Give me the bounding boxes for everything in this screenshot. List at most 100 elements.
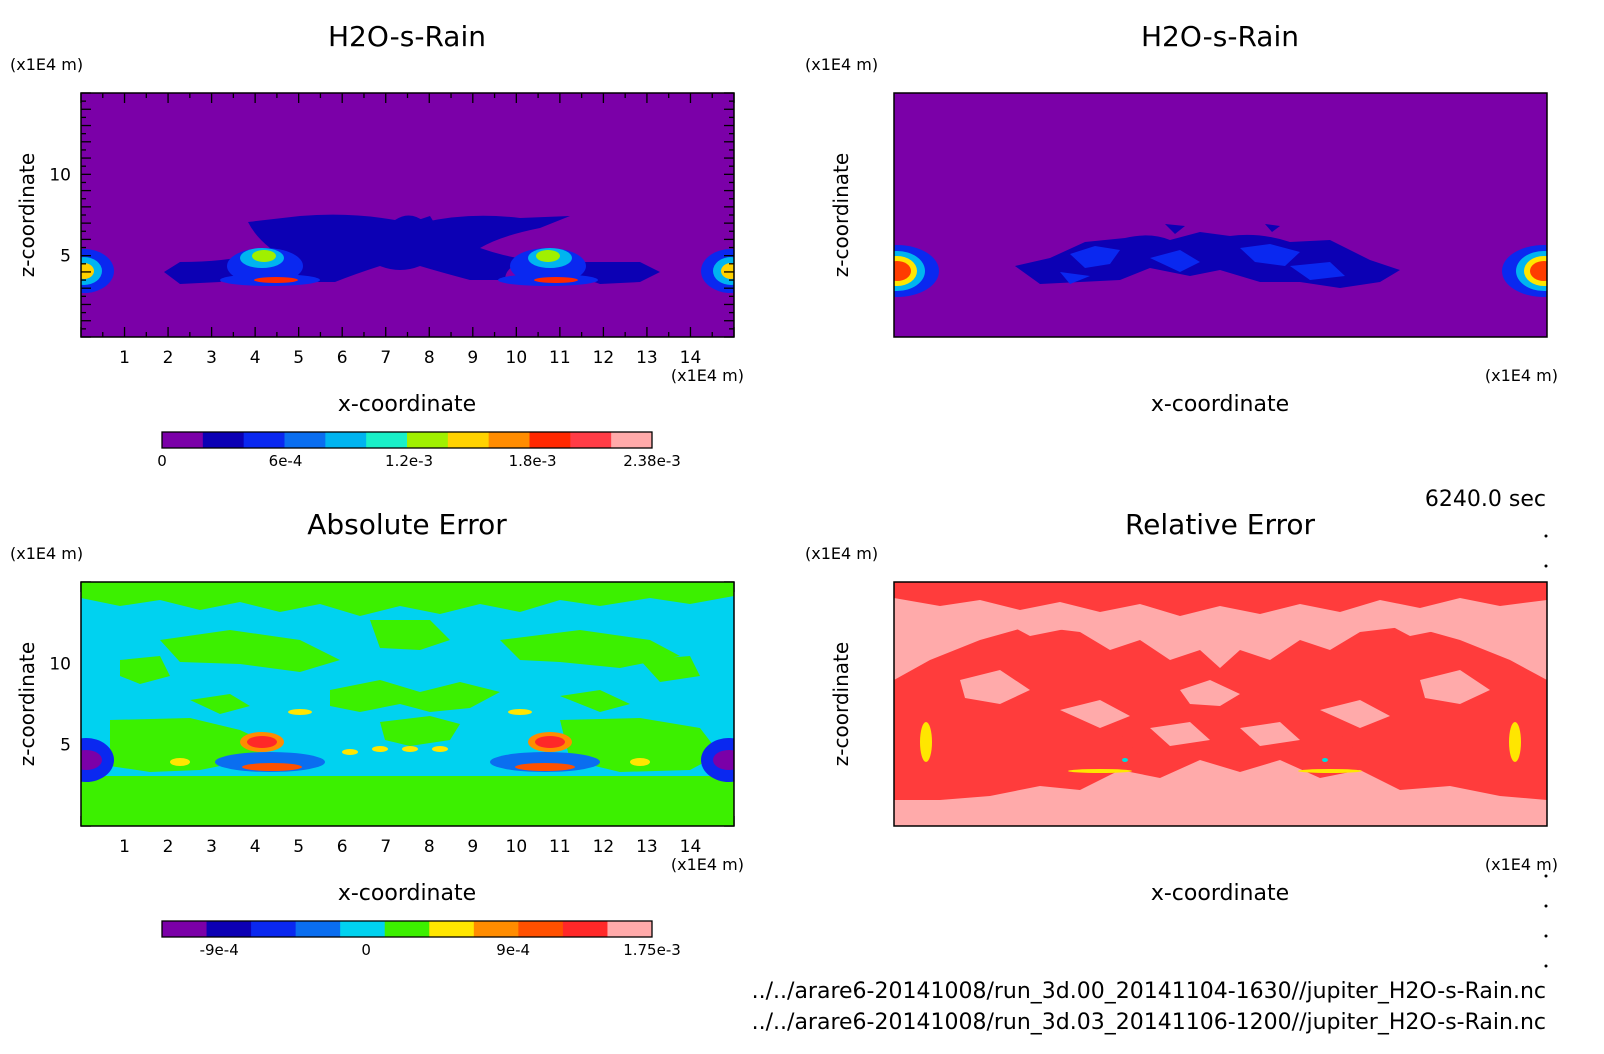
colorbar-label: 6e-4 xyxy=(269,452,303,470)
x-axis-label: x-coordinate xyxy=(1151,881,1289,906)
margin-dots xyxy=(1544,534,1548,968)
x-tick-label: 14 xyxy=(680,837,702,857)
contour-blue-top-streak xyxy=(1165,224,1280,234)
y-tick-label: 10 xyxy=(49,654,71,674)
contour-yellow-dot-7 xyxy=(432,746,448,752)
x-tick-label: 14 xyxy=(680,348,702,368)
colorbar-segment xyxy=(366,432,408,448)
colorbar-segment xyxy=(325,432,367,448)
colorbar-label: 1.8e-3 xyxy=(509,452,557,470)
x-tick-label: 9 xyxy=(467,348,478,368)
x-tick-label: 1 xyxy=(119,348,130,368)
panel-title: Absolute Error xyxy=(307,508,507,541)
y-unit-label: (x1E4 m) xyxy=(10,55,83,74)
contour-yellow-dot-1 xyxy=(288,709,312,715)
contour-red-streaks xyxy=(1080,734,1360,766)
contour-yellow-strip-right xyxy=(1298,769,1362,773)
y-axis-label: z-coordinate xyxy=(15,642,39,766)
contour-purple-edge-right xyxy=(713,750,734,770)
colorbar-label: 1.2e-3 xyxy=(385,452,433,470)
y-tick-label: 10 xyxy=(49,165,71,185)
x-tick-label: 3 xyxy=(206,837,217,857)
contour-yellow-right xyxy=(536,250,560,262)
x-tick-labels: 1 2 3 4 5 6 7 8 9 10 11 12 13 14 xyxy=(119,837,701,857)
colorbar-segment xyxy=(447,432,490,448)
contour-green-mid xyxy=(110,716,720,772)
colorbar-label: 9e-4 xyxy=(496,941,530,959)
x-tick-label: 5 xyxy=(293,837,304,857)
colorbar: 0 6e-4 1.2e-3 1.8e-3 2.38e-3 xyxy=(157,431,681,470)
colorbar-segment xyxy=(611,432,653,448)
panel-title: H2O-s-Rain xyxy=(328,20,486,53)
contour-red-strip-left xyxy=(254,277,298,283)
colorbar-label: -9e-4 xyxy=(200,941,239,959)
colorbar: -9e-4 0 9e-4 1.75e-3 xyxy=(161,920,681,959)
field-background xyxy=(81,93,734,337)
y-axis-label: z-coordinate xyxy=(829,642,853,766)
time-label: 6240.0 sec xyxy=(1425,487,1546,512)
colorbar-segment xyxy=(284,432,326,448)
contour-yellow-dot-4 xyxy=(630,758,650,766)
x-tick-label: 4 xyxy=(250,837,261,857)
contour-red-strip-right xyxy=(534,277,578,283)
contour-blue-upper-streak xyxy=(400,216,440,250)
x-tick-label: 1 xyxy=(119,837,130,857)
x-tick-label: 12 xyxy=(593,348,615,368)
tick-marks xyxy=(80,92,735,338)
heatmap-field xyxy=(81,582,734,826)
x-tick-label: 13 xyxy=(636,837,658,857)
y-tick-label: 5 xyxy=(60,247,71,267)
colorbar-segment xyxy=(384,921,430,937)
contour-edge-left-core xyxy=(81,263,94,279)
y-tick-labels: 5 10 xyxy=(49,165,71,266)
panel-title: H2O-s-Rain xyxy=(1141,20,1299,53)
heatmap-field xyxy=(894,582,1547,826)
colorbar-segment xyxy=(473,921,519,937)
colorbar-segment xyxy=(488,432,530,448)
x-tick-label: 3 xyxy=(206,348,217,368)
colorbar-segment xyxy=(243,432,285,448)
x-tick-label: 2 xyxy=(163,348,174,368)
contour-yellow-dot-6 xyxy=(402,746,418,752)
plot-frame xyxy=(893,92,1548,338)
x-tick-label: 10 xyxy=(506,348,528,368)
x-tick-label: 2 xyxy=(163,837,174,857)
colorbar-segment xyxy=(162,432,204,448)
plot-frame xyxy=(80,581,735,827)
contour-red-top-band xyxy=(894,582,1547,616)
x-unit-label: (x1E4 m) xyxy=(671,366,744,385)
contour-yellow-strip-left xyxy=(1068,769,1132,773)
x-tick-label: 11 xyxy=(549,348,571,368)
plot-frame xyxy=(893,581,1548,827)
contour-yellow-dot-2 xyxy=(508,709,532,715)
contour-red-body xyxy=(894,626,1547,800)
file-path-run03: ../../arare6-20141008/run_3d.03_20141106… xyxy=(752,1010,1546,1035)
contour-yellow-edge-right xyxy=(1509,722,1521,762)
contour-green-top-band xyxy=(81,582,734,616)
y-axis-label: z-coordinate xyxy=(15,153,39,277)
colorbar-frame xyxy=(161,920,653,938)
colorbar-label: 0 xyxy=(361,941,371,959)
contour-hot-strip-right xyxy=(515,763,575,771)
contour-yellow-dot-8 xyxy=(342,749,358,755)
colorbar-segment xyxy=(562,921,608,937)
file-path-run00: ../../arare6-20141008/run_3d.00_20141104… xyxy=(752,979,1546,1004)
contour-lightblue-blobs xyxy=(1060,244,1345,284)
panel-rain-run03: H2O-s-Rain (x1E4 m) 1 2 3 4 5 6 7 8 9 10 11 12 13 14 … xyxy=(49,20,1558,959)
panel-rain-run00: H2O-s-Rain (x1E4 m) 1 2 3 4 5 6 7 8 9 10 11 12 13 14 xyxy=(10,20,744,470)
contour-yellow-left xyxy=(252,250,276,262)
contour-hot-right-core xyxy=(535,736,565,748)
field-background xyxy=(894,93,1547,337)
x-unit-label: (x1E4 m) xyxy=(1485,366,1558,385)
x-axis-label: x-coordinate xyxy=(1151,392,1289,417)
x-tick-label: 8 xyxy=(424,837,435,857)
panel-absolute-error: Absolute Error (x1E4 m) xyxy=(10,508,744,906)
y-axis-label: z-coordinate xyxy=(829,153,853,277)
colorbar-segment xyxy=(529,432,571,448)
panel-relative-error: Relative Error (x1E4 m) (x1E4 m) x-coord… xyxy=(805,508,1558,906)
colorbar-label: 0 xyxy=(157,452,167,470)
contour-yellow-dot-5 xyxy=(372,746,388,752)
x-tick-labels: 1 2 3 4 5 6 7 8 9 10 11 12 13 14 xyxy=(119,348,701,368)
heatmap-field xyxy=(894,93,1547,337)
